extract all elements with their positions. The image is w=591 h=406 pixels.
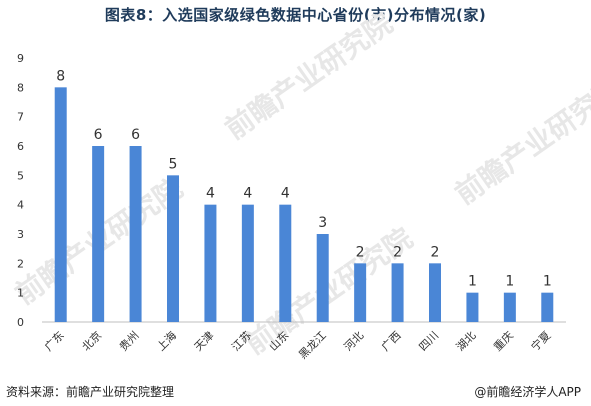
bar	[466, 292, 479, 322]
bar	[92, 146, 105, 322]
y-tick-label: 5	[17, 169, 24, 182]
data-label: 6	[131, 127, 140, 143]
bar	[129, 146, 142, 322]
data-label: 4	[243, 186, 252, 202]
y-tick-label: 3	[17, 228, 24, 241]
x-tick-label: 天津	[192, 329, 217, 354]
data-label: 3	[318, 215, 327, 231]
y-tick-label: 9	[17, 52, 24, 65]
data-label: 2	[431, 244, 440, 260]
brand-note: @前瞻经济学人APP	[474, 385, 581, 399]
x-tick-label: 重庆	[491, 328, 516, 353]
y-tick-label: 2	[17, 257, 24, 270]
data-label: 6	[94, 127, 103, 143]
bar	[54, 87, 67, 322]
bar	[241, 204, 254, 322]
x-tick-label: 宁夏	[528, 328, 553, 353]
x-tick-label: 河北	[342, 329, 367, 354]
bar	[503, 292, 516, 322]
x-tick-label: 北京	[79, 328, 104, 353]
x-tick-label: 黑龙江	[296, 329, 329, 362]
bar	[279, 204, 292, 322]
bar	[354, 263, 367, 322]
x-tick-label: 上海	[154, 328, 179, 353]
data-label: 8	[56, 68, 65, 84]
x-tick-label: 广东	[42, 329, 67, 354]
bar	[316, 234, 329, 322]
x-tick-label: 贵州	[117, 329, 142, 354]
data-label: 2	[356, 244, 365, 260]
x-tick-label: 广西	[379, 329, 404, 354]
x-tick-label: 四川	[416, 329, 441, 354]
bar	[541, 292, 554, 322]
chart-title: 图表8：入选国家级绿色数据中心省份(市)分布情况(家)	[104, 6, 487, 24]
y-tick-label: 8	[17, 81, 24, 94]
x-tick-label: 湖北	[454, 329, 479, 354]
y-tick-label: 1	[17, 287, 24, 300]
data-label: 4	[206, 186, 215, 202]
data-label: 5	[169, 156, 178, 172]
y-tick-label: 7	[17, 111, 24, 124]
x-tick-label: 山东	[267, 329, 292, 354]
y-tick-label: 4	[17, 199, 24, 212]
data-label: 1	[543, 274, 552, 290]
data-label: 1	[505, 274, 514, 290]
y-tick-label: 6	[17, 140, 24, 153]
bar	[204, 204, 217, 322]
bar	[391, 263, 404, 322]
data-label: 2	[393, 244, 402, 260]
y-tick-label: 0	[17, 316, 24, 329]
x-tick-label: 江苏	[229, 329, 254, 354]
bar	[429, 263, 441, 322]
data-label: 1	[468, 274, 477, 290]
source-note: 资料来源：前瞻产业研究院整理	[6, 385, 175, 399]
bar	[167, 175, 179, 322]
data-label: 4	[281, 186, 290, 202]
